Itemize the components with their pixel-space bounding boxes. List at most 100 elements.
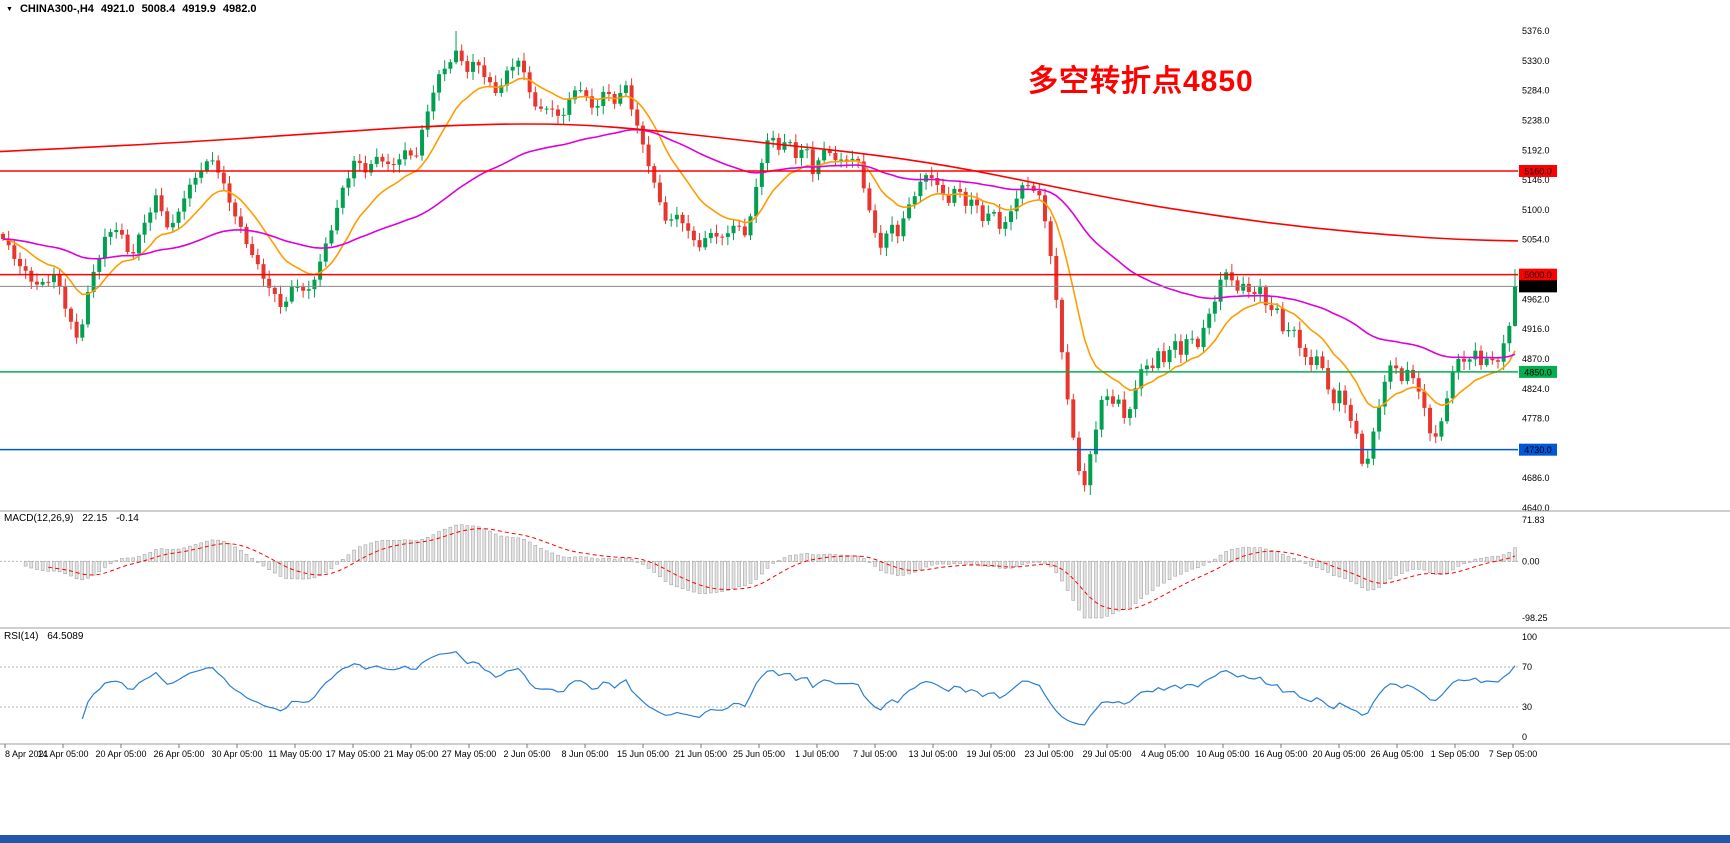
candle-body bbox=[759, 163, 764, 187]
macd-histogram-bar bbox=[318, 561, 322, 576]
macd-histogram-bar bbox=[346, 554, 351, 562]
macd-histogram-bar bbox=[658, 561, 662, 578]
candle-body bbox=[1286, 329, 1291, 332]
macd-panel: 71.83 0.00 -98.25 bbox=[0, 515, 1548, 623]
candle-body bbox=[1014, 198, 1019, 212]
date-tick-label[interactable]: 13 Jul 05:00 bbox=[908, 749, 957, 759]
date-tick-label[interactable]: 20 Aug 05:00 bbox=[1312, 749, 1365, 759]
macd-histogram-bar bbox=[273, 561, 277, 574]
macd-histogram-bar bbox=[873, 561, 877, 567]
macd-histogram-bar bbox=[963, 561, 968, 565]
candle-body bbox=[1462, 358, 1467, 362]
macd-histogram-bar bbox=[720, 561, 724, 592]
date-tick-label[interactable]: 21 Jun 05:00 bbox=[675, 749, 727, 759]
date-tick-label[interactable]: 19 Jul 05:00 bbox=[966, 749, 1015, 759]
candle-body bbox=[1258, 287, 1263, 294]
candle-body bbox=[267, 278, 272, 288]
candle-body bbox=[1093, 429, 1098, 455]
date-tick-label[interactable]: 14 Apr 05:00 bbox=[37, 749, 88, 759]
macd-histogram-bar bbox=[646, 561, 651, 569]
candle-body bbox=[538, 106, 543, 109]
macd-histogram-bar bbox=[1405, 561, 1410, 572]
macd-histogram-bar bbox=[1009, 561, 1013, 569]
macd-histogram-bar bbox=[975, 561, 979, 565]
date-tick-label[interactable]: 7 Jul 05:00 bbox=[853, 749, 897, 759]
date-tick-label[interactable]: 8 Apr 2021 bbox=[5, 749, 49, 759]
date-tick-label[interactable]: 15 Jun 05:00 bbox=[617, 749, 669, 759]
candle-body bbox=[958, 188, 963, 192]
macd-histogram-bar bbox=[890, 561, 894, 575]
candle-body bbox=[1037, 190, 1042, 196]
macd-histogram-bar bbox=[488, 530, 492, 562]
date-tick-label[interactable]: 10 Aug 05:00 bbox=[1196, 749, 1249, 759]
macd-tick-label: 71.83 bbox=[1522, 515, 1545, 525]
date-tick-label[interactable]: 8 Jun 05:00 bbox=[561, 749, 608, 759]
candle-body bbox=[827, 149, 832, 154]
date-tick-label[interactable]: 20 Apr 05:00 bbox=[95, 749, 146, 759]
date-tick-label[interactable]: 1 Sep 05:00 bbox=[1431, 749, 1480, 759]
macd-histogram-bar bbox=[244, 554, 249, 562]
candle-body bbox=[737, 225, 742, 227]
date-tick-label[interactable]: 26 Aug 05:00 bbox=[1370, 749, 1423, 759]
candle-body bbox=[799, 149, 804, 159]
macd-histogram-bar bbox=[1473, 558, 1478, 562]
date-tick-label[interactable]: 21 May 05:00 bbox=[384, 749, 439, 759]
macd-histogram-bar bbox=[86, 561, 90, 579]
macd-histogram-bar bbox=[222, 541, 226, 562]
candle-body bbox=[1411, 369, 1416, 379]
date-tick-label[interactable]: 27 May 05:00 bbox=[442, 749, 497, 759]
candle-body bbox=[408, 150, 413, 156]
date-tick-label[interactable]: 30 Apr 05:00 bbox=[211, 749, 262, 759]
candle-body bbox=[437, 74, 442, 93]
date-tick-label[interactable]: 23 Jul 05:00 bbox=[1024, 749, 1073, 759]
macd-histogram-bar bbox=[573, 556, 577, 562]
taskbar[interactable] bbox=[0, 835, 1730, 843]
candle-body bbox=[754, 186, 759, 217]
candle-body bbox=[907, 204, 912, 219]
candle-body bbox=[187, 184, 192, 199]
candle-body bbox=[1099, 399, 1104, 430]
macd-histogram-bar bbox=[425, 537, 430, 562]
macd-histogram-bar bbox=[1371, 561, 1376, 591]
rsi-value: 64.5089 bbox=[47, 631, 84, 642]
quote-high: 5008.4 bbox=[141, 3, 176, 15]
macd-histogram-bar bbox=[731, 561, 736, 589]
candle-body bbox=[97, 258, 102, 272]
macd-tick-label: 0.00 bbox=[1522, 556, 1540, 566]
candle-body bbox=[210, 160, 215, 162]
macd-histogram-bar bbox=[414, 540, 419, 562]
macd-histogram-bar bbox=[901, 561, 906, 576]
date-tick-label[interactable]: 26 Apr 05:00 bbox=[153, 749, 204, 759]
macd-histogram-bar bbox=[686, 561, 690, 591]
candle-body bbox=[924, 175, 929, 182]
date-tick-label[interactable]: 7 Sep 05:00 bbox=[1489, 749, 1538, 759]
date-tick-label[interactable]: 29 Jul 05:00 bbox=[1082, 749, 1131, 759]
date-tick-label[interactable]: 4 Aug 05:00 bbox=[1141, 749, 1189, 759]
date-tick-label[interactable]: 11 May 05:00 bbox=[268, 749, 322, 759]
macd-histogram-bar bbox=[233, 546, 237, 562]
candle-body bbox=[703, 238, 708, 248]
date-tick-label[interactable]: 1 Jul 05:00 bbox=[795, 749, 839, 759]
rsi-tick-label: 100 bbox=[1522, 632, 1537, 642]
date-tick-label[interactable]: 17 May 05:00 bbox=[326, 749, 381, 759]
macd-histogram-bar bbox=[69, 561, 73, 577]
candle-body bbox=[1371, 431, 1376, 459]
macd-indicator-name: MACD(12,26,9) bbox=[4, 513, 74, 524]
candle-body bbox=[1048, 221, 1053, 257]
macd-histogram-bar bbox=[1445, 561, 1449, 574]
macd-histogram-bar bbox=[811, 554, 815, 562]
symbol-dropdown-icon[interactable]: ▼ bbox=[6, 5, 13, 13]
macd-histogram-bar bbox=[199, 542, 203, 562]
candle-body bbox=[272, 287, 277, 294]
date-tick-label[interactable]: 25 Jun 05:00 bbox=[733, 749, 785, 759]
date-tick-label[interactable]: 2 Jun 05:00 bbox=[503, 749, 550, 759]
date-tick-label[interactable]: 16 Aug 05:00 bbox=[1254, 749, 1307, 759]
candle-body bbox=[1428, 407, 1433, 434]
candle-body bbox=[635, 109, 640, 126]
candle-body bbox=[1009, 211, 1013, 223]
macd-histogram-bar bbox=[618, 558, 623, 562]
macd-histogram-bar bbox=[216, 539, 220, 562]
candle-body bbox=[1382, 381, 1387, 407]
candle-body bbox=[1394, 365, 1399, 369]
